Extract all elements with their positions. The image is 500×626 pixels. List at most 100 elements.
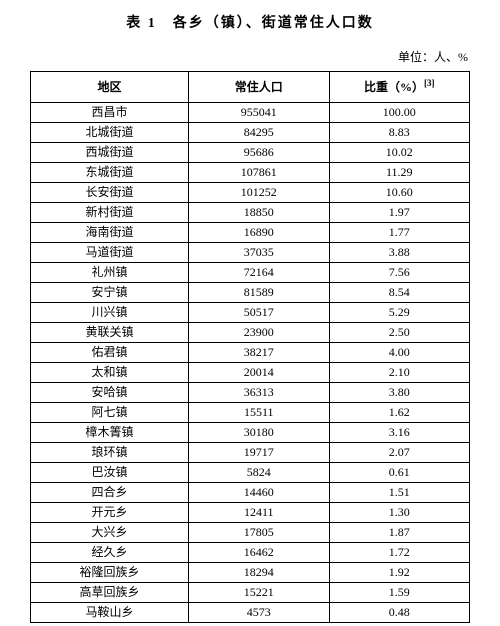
cell-region: 四合乡: [31, 483, 189, 503]
cell-population: 95686: [189, 143, 329, 163]
table-row: 阿七镇155111.62: [31, 403, 470, 423]
cell-population: 19717: [189, 443, 329, 463]
cell-percent: 1.62: [329, 403, 470, 423]
cell-region: 黄联关镇: [31, 323, 189, 343]
cell-population: 16462: [189, 543, 329, 563]
table-row: 海南街道168901.77: [31, 223, 470, 243]
cell-region: 西城街道: [31, 143, 189, 163]
table-row: 马道街道370353.88: [31, 243, 470, 263]
cell-population: 4573: [189, 603, 329, 623]
cell-population: 18294: [189, 563, 329, 583]
cell-percent: 10.02: [329, 143, 470, 163]
table-row: 川兴镇505175.29: [31, 303, 470, 323]
table-row: 西城街道9568610.02: [31, 143, 470, 163]
cell-percent: 3.80: [329, 383, 470, 403]
cell-population: 30180: [189, 423, 329, 443]
cell-percent: 11.29: [329, 163, 470, 183]
cell-percent: 5.29: [329, 303, 470, 323]
cell-percent: 1.77: [329, 223, 470, 243]
cell-region: 阿七镇: [31, 403, 189, 423]
table-row: 裕隆回族乡182941.92: [31, 563, 470, 583]
cell-region: 太和镇: [31, 363, 189, 383]
cell-percent: 2.50: [329, 323, 470, 343]
table-row: 高草回族乡152211.59: [31, 583, 470, 603]
cell-population: 955041: [189, 103, 329, 123]
table-row: 黄联关镇239002.50: [31, 323, 470, 343]
table-header-row: 地区 常住人口 比重（%）[3]: [31, 72, 470, 103]
cell-percent: 7.56: [329, 263, 470, 283]
cell-percent: 4.00: [329, 343, 470, 363]
cell-percent: 100.00: [329, 103, 470, 123]
table-row: 安哈镇363133.80: [31, 383, 470, 403]
cell-percent: 2.10: [329, 363, 470, 383]
table-row: 樟木箐镇301803.16: [31, 423, 470, 443]
cell-percent: 1.87: [329, 523, 470, 543]
cell-population: 101252: [189, 183, 329, 203]
cell-region: 安哈镇: [31, 383, 189, 403]
cell-percent: 3.16: [329, 423, 470, 443]
cell-region: 长安街道: [31, 183, 189, 203]
cell-population: 23900: [189, 323, 329, 343]
table-row: 西昌市955041100.00: [31, 103, 470, 123]
footnote-marker: [3]: [424, 78, 435, 88]
cell-region: 马鞍山乡: [31, 603, 189, 623]
cell-population: 5824: [189, 463, 329, 483]
cell-population: 15221: [189, 583, 329, 603]
cell-region: 礼州镇: [31, 263, 189, 283]
cell-percent: 1.30: [329, 503, 470, 523]
cell-population: 50517: [189, 303, 329, 323]
cell-population: 17805: [189, 523, 329, 543]
cell-region: 新村街道: [31, 203, 189, 223]
cell-percent: 8.54: [329, 283, 470, 303]
cell-region: 海南街道: [31, 223, 189, 243]
cell-percent: 0.48: [329, 603, 470, 623]
cell-percent: 8.83: [329, 123, 470, 143]
table-row: 东城街道10786111.29: [31, 163, 470, 183]
unit-label: 单位：人、%: [30, 48, 470, 65]
cell-population: 16890: [189, 223, 329, 243]
cell-population: 36313: [189, 383, 329, 403]
table-row: 马鞍山乡45730.48: [31, 603, 470, 623]
cell-population: 107861: [189, 163, 329, 183]
table-row: 开元乡124111.30: [31, 503, 470, 523]
cell-region: 大兴乡: [31, 523, 189, 543]
population-table: 地区 常住人口 比重（%）[3] 西昌市955041100.00北城街道8429…: [30, 71, 470, 623]
table-row: 长安街道10125210.60: [31, 183, 470, 203]
table-row: 琅环镇197172.07: [31, 443, 470, 463]
cell-population: 12411: [189, 503, 329, 523]
cell-percent: 1.59: [329, 583, 470, 603]
table-row: 新村街道188501.97: [31, 203, 470, 223]
cell-percent: 1.51: [329, 483, 470, 503]
cell-percent: 1.97: [329, 203, 470, 223]
cell-percent: 3.88: [329, 243, 470, 263]
cell-percent: 2.07: [329, 443, 470, 463]
col-header-percent-text: 比重（%）: [364, 80, 424, 94]
col-header-region: 地区: [31, 72, 189, 103]
table-row: 太和镇200142.10: [31, 363, 470, 383]
cell-region: 西昌市: [31, 103, 189, 123]
cell-region: 佑君镇: [31, 343, 189, 363]
cell-region: 安宁镇: [31, 283, 189, 303]
cell-population: 84295: [189, 123, 329, 143]
table-row: 经久乡164621.72: [31, 543, 470, 563]
cell-population: 38217: [189, 343, 329, 363]
cell-population: 37035: [189, 243, 329, 263]
cell-population: 15511: [189, 403, 329, 423]
cell-population: 72164: [189, 263, 329, 283]
cell-region: 樟木箐镇: [31, 423, 189, 443]
cell-region: 高草回族乡: [31, 583, 189, 603]
cell-region: 经久乡: [31, 543, 189, 563]
cell-population: 20014: [189, 363, 329, 383]
table-row: 安宁镇815898.54: [31, 283, 470, 303]
table-row: 北城街道842958.83: [31, 123, 470, 143]
cell-region: 北城街道: [31, 123, 189, 143]
cell-region: 川兴镇: [31, 303, 189, 323]
cell-region: 东城街道: [31, 163, 189, 183]
cell-region: 马道街道: [31, 243, 189, 263]
table-title: 表 1 各乡（镇）、街道常住人口数: [30, 12, 470, 32]
cell-region: 裕隆回族乡: [31, 563, 189, 583]
cell-region: 琅环镇: [31, 443, 189, 463]
table-row: 四合乡144601.51: [31, 483, 470, 503]
table-row: 佑君镇382174.00: [31, 343, 470, 363]
cell-population: 14460: [189, 483, 329, 503]
